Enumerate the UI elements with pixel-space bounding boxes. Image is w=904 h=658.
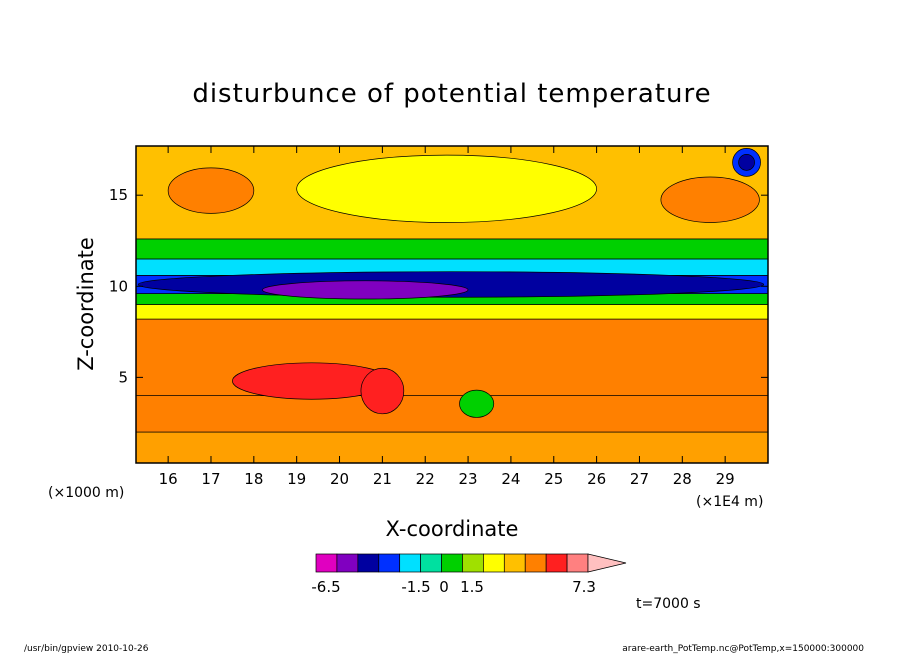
colorbar-swatch-5 <box>420 553 442 573</box>
y-axis-title: Z-coordinate <box>74 237 98 371</box>
x-tick-label-4: 20 <box>330 470 349 488</box>
x-tick-label-12: 28 <box>673 470 692 488</box>
contour-upper-right-orange <box>660 176 760 223</box>
y-axis: 5 10 15 <box>109 186 768 386</box>
x-tick-label-10: 26 <box>587 470 606 488</box>
x-tick-label-3: 19 <box>287 470 306 488</box>
x-axis: 16 17 18 19 20 21 22 23 24 25 26 27 28 29 <box>159 146 735 488</box>
footer-right: arare-earth_PotTemp.nc@PotTemp,x=150000:… <box>622 644 864 654</box>
y-tick-label-0: 5 <box>118 368 128 386</box>
colorbar-swatch-10 <box>524 553 547 573</box>
x-tick-label-2: 18 <box>244 470 263 488</box>
colorbar-swatch-8 <box>483 553 505 573</box>
x-unit-right: (×1E4 m) <box>696 494 763 510</box>
colorbar-swatch-6 <box>441 553 463 573</box>
upper-right-min <box>738 154 755 171</box>
contour-plume-red <box>360 367 405 415</box>
colorbar-swatch-11 <box>545 553 568 573</box>
colorbar-labels: -6.5 -1.5 0 1.5 7.3 <box>311 578 596 596</box>
colorbar-label-4: 7.3 <box>572 578 596 596</box>
footer-left: /usr/bin/gpview 2010-10-26 <box>24 644 149 654</box>
contour-upper-left-orange <box>167 167 255 214</box>
colorbar-swatch-7 <box>462 553 484 573</box>
colorbar-swatch-3 <box>378 553 401 573</box>
contour-field <box>136 146 768 463</box>
contour-band-2 <box>136 318 768 396</box>
contour-band-3 <box>136 304 768 320</box>
colorbar-swatch-9 <box>503 553 526 573</box>
x-tick-label-13: 29 <box>716 470 735 488</box>
x-tick-label-9: 25 <box>544 470 563 488</box>
colorbar-label-3: 1.5 <box>460 578 484 596</box>
x-tick-label-0: 16 <box>159 470 178 488</box>
x-unit-left: (×1000 m) <box>48 485 124 501</box>
colorbar <box>315 553 627 573</box>
contour-band-1 <box>136 395 768 433</box>
x-tick-label-5: 21 <box>373 470 392 488</box>
y-tick-label-2: 15 <box>109 186 128 204</box>
x-tick-label-8: 24 <box>501 470 520 488</box>
y-tick-label-1: 10 <box>109 277 128 295</box>
x-tick-label-6: 22 <box>416 470 435 488</box>
x-tick-label-1: 17 <box>201 470 220 488</box>
contour-band-7 <box>136 238 768 260</box>
colorbar-label-1: -1.5 <box>401 578 430 596</box>
time-label: t=7000 s <box>636 596 701 612</box>
colorbar-label-0: -6.5 <box>311 578 340 596</box>
plot-frame <box>135 145 769 464</box>
chart-title: disturbunce of potential temperature <box>192 79 711 109</box>
min-core <box>262 280 469 300</box>
colorbar-label-2: 0 <box>439 578 449 596</box>
contour-upper-yellow <box>296 154 597 223</box>
colorbar-swatch-4 <box>399 553 421 573</box>
colorbar-swatch-2 <box>357 553 380 573</box>
contour-green-spot <box>459 389 495 418</box>
colorbar-swatch-12 <box>566 553 589 573</box>
x-tick-label-7: 23 <box>459 470 478 488</box>
colorbar-swatch-0 <box>315 553 338 573</box>
colorbar-swatch-1 <box>336 553 359 573</box>
x-tick-label-11: 27 <box>630 470 649 488</box>
colorbar-arrow <box>587 553 627 573</box>
x-axis-title: X-coordinate <box>386 517 519 541</box>
contour-band-0 <box>136 431 768 463</box>
